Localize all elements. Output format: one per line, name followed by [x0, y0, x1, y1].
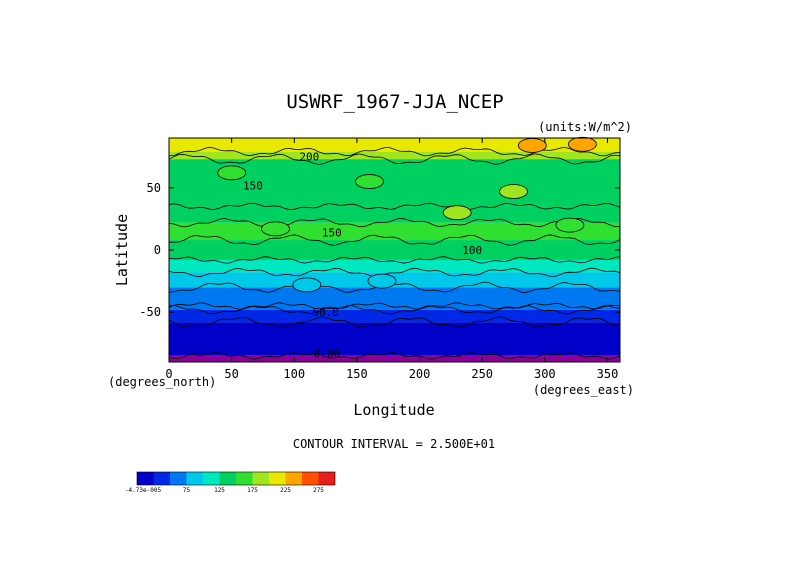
x-tick-label: 150: [346, 367, 368, 381]
y-tick-label: 50: [147, 181, 161, 195]
colorbar-label: 225: [280, 487, 291, 494]
value-band: [169, 287, 620, 306]
value-band: [169, 306, 620, 310]
units-label: (units:W/m^2): [538, 120, 632, 134]
contour-line: [168, 217, 621, 228]
contour-label: 50.0: [312, 306, 339, 319]
colorbar-swatch: [269, 472, 286, 485]
y-tick-label: -50: [139, 305, 161, 319]
contour-label: 150: [322, 227, 342, 240]
contour-label: 150: [243, 179, 263, 192]
contour-line: [168, 202, 621, 211]
contour-line: [168, 256, 621, 264]
x-axis-ticks: 0 50 100 150 200 250 300 350: [165, 138, 618, 381]
x-tick-label: 350: [597, 367, 619, 381]
x-tick-label: 250: [471, 367, 493, 381]
value-band: [169, 259, 620, 273]
colorbar: -4.73e-005 75 125 175 225 275: [125, 471, 336, 494]
contour-line: [168, 146, 621, 157]
y-units-label: (degrees_north): [108, 375, 216, 389]
anomaly-region: [499, 184, 528, 199]
y-tick-label: 0: [154, 243, 161, 257]
contour-lines: [168, 136, 621, 360]
anomaly-region: [292, 277, 322, 293]
contour-label: 200: [299, 151, 319, 164]
x-tick-label: 50: [224, 367, 238, 381]
x-tick-label: 0: [165, 367, 172, 381]
colorbar-label: 275: [313, 487, 324, 494]
value-band: [169, 355, 620, 362]
y-axis-ticks: 50 0 -50: [139, 181, 620, 319]
colorbar-swatch: [170, 472, 187, 485]
contour-line: [168, 153, 621, 165]
value-band: [169, 151, 620, 160]
contour-line: [169, 234, 621, 246]
colorbar-swatch: [318, 472, 335, 485]
plot-area: [169, 138, 620, 362]
x-tick-label: 300: [534, 367, 556, 381]
contour-line: [168, 302, 621, 310]
colorbar-label: 175: [247, 487, 258, 494]
colorbar-swatch: [203, 472, 220, 485]
value-band: [169, 138, 620, 152]
colorbar-label: -4.73e-005: [125, 487, 162, 494]
contour-label: 0.00: [314, 347, 341, 360]
y-axis-label: Latitude: [113, 214, 131, 286]
contour-line: [168, 316, 620, 328]
colorbar-frame: [136, 471, 336, 486]
colorbar-swatch: [252, 472, 269, 485]
colorbar-swatch: [285, 472, 302, 485]
x-tick-label: 100: [283, 367, 305, 381]
anomaly-region: [355, 174, 384, 189]
chart-title: USWRF_1967-JJA_NCEP: [286, 91, 503, 113]
anomaly-region: [555, 217, 585, 233]
contour-label: 100: [462, 244, 482, 257]
colorbar-swatch: [302, 472, 319, 485]
anomaly-region: [261, 221, 290, 237]
contour-line: [168, 352, 621, 360]
anomaly-region: [442, 205, 472, 221]
colorbar-swatch: [153, 472, 170, 485]
anomaly-region: [217, 165, 247, 181]
contour-line: [168, 267, 621, 278]
colorbar-swatch: [236, 472, 253, 485]
anomaly-region: [517, 138, 547, 153]
colorbar-label: 75: [183, 487, 191, 494]
colorbar-swatch: [219, 472, 236, 485]
colorbar-swatch: [186, 472, 203, 485]
contour-line: [168, 304, 621, 315]
value-band: [169, 159, 620, 207]
contour-interval-text: CONTOUR INTERVAL = 2.500E+01: [293, 437, 495, 451]
colorbar-label: 125: [214, 487, 225, 494]
anomaly-region: [568, 136, 597, 152]
value-band: [169, 322, 620, 356]
anomaly-region: [367, 273, 397, 289]
contour-labels: 200 150 150 100 50.0 0.00: [243, 151, 482, 361]
value-band: [169, 206, 620, 223]
colorbar-swatch: [137, 472, 154, 485]
x-units-label: (degrees_east): [533, 383, 634, 397]
x-tick-label: 200: [409, 367, 431, 381]
x-axis-label: Longitude: [353, 401, 434, 419]
